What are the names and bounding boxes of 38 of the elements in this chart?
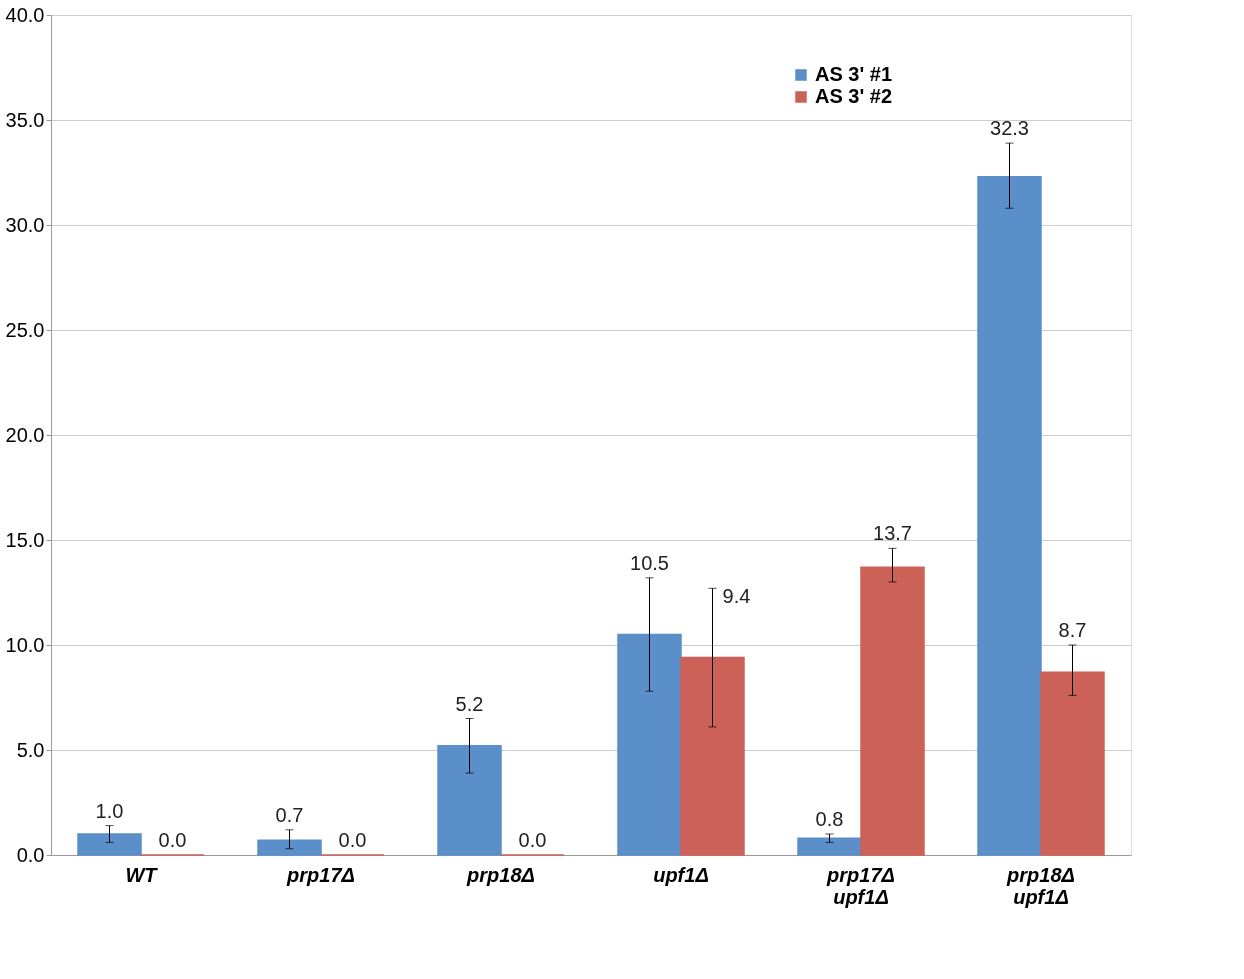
data-label: 1.0	[95, 799, 124, 822]
bar	[797, 837, 862, 856]
x-tick-label: WT	[125, 863, 159, 886]
bar	[437, 745, 502, 856]
x-tick-label: upf1Δ	[653, 863, 709, 886]
data-label: 0.0	[518, 829, 547, 851]
x-tick-label: prp17Δ	[286, 863, 355, 886]
legend-label: AS 3' #1	[815, 63, 893, 85]
data-label: 9.4	[722, 585, 751, 608]
bar	[77, 833, 142, 856]
y-tick-label: 20.0	[5, 423, 45, 446]
data-label: 0.7	[275, 803, 304, 826]
y-tick-label: 15.0	[5, 528, 45, 551]
y-tick-label: 5.0	[16, 738, 45, 761]
data-label: 8.7	[1058, 619, 1087, 641]
x-tick-label: prp18Δ upf1Δ	[1006, 863, 1075, 908]
bar	[680, 656, 745, 856]
data-label: 10.5	[630, 551, 669, 574]
bar	[860, 566, 925, 856]
y-tick-label: 10.0	[5, 633, 45, 656]
data-label: 0.0	[158, 829, 187, 851]
bar	[257, 839, 322, 856]
data-label: 0.8	[815, 808, 844, 830]
y-tick-label: 40.0	[5, 3, 45, 26]
bar	[1040, 671, 1105, 856]
x-tick-label: prp17Δ upf1Δ	[826, 863, 895, 908]
y-tick-label: 25.0	[5, 318, 45, 341]
legend-label: AS 3' #2	[815, 85, 893, 107]
x-tick-label: prp18Δ	[466, 863, 535, 886]
bar	[617, 633, 682, 856]
data-label: 13.7	[873, 522, 912, 545]
data-label: 5.2	[455, 692, 484, 715]
data-label: 0.0	[338, 829, 367, 851]
y-tick-label: 30.0	[5, 213, 45, 236]
data-label: 32.3	[990, 117, 1029, 140]
y-tick-label: 35.0	[5, 108, 45, 131]
y-tick-label: 0.0	[16, 843, 45, 866]
bar	[977, 175, 1042, 856]
